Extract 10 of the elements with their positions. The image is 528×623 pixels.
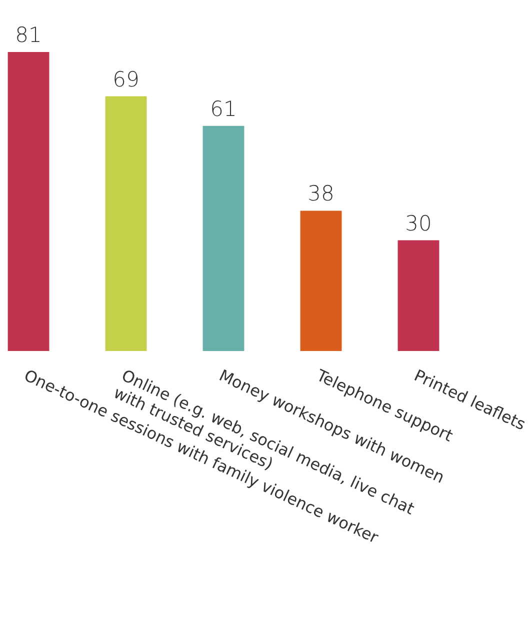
bar — [105, 96, 147, 351]
bar — [398, 240, 440, 351]
bar — [202, 126, 244, 351]
bar — [8, 52, 50, 351]
data-label: 30 — [405, 211, 432, 236]
bar — [300, 210, 342, 351]
data-label: 81 — [15, 23, 42, 47]
data-label: 38 — [308, 182, 334, 206]
data-label: 69 — [112, 67, 140, 92]
data-label: 61 — [210, 96, 237, 121]
